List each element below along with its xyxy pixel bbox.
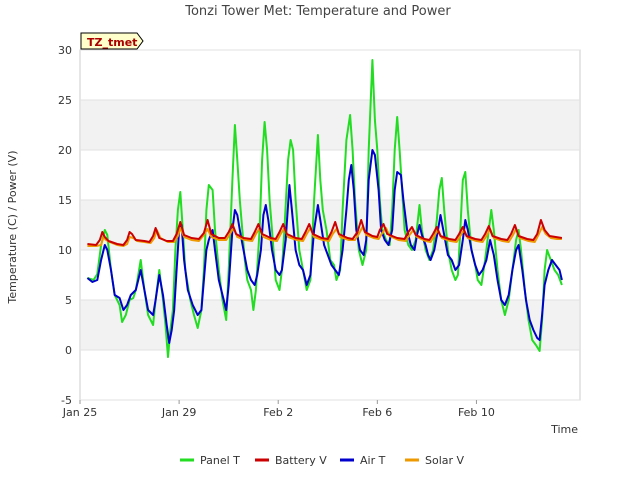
y-tick-label: 5 [65,294,72,307]
badge-label: TZ_tmet [87,36,137,49]
plot-band [81,200,579,250]
x-tick-label: Jan 29 [161,406,196,419]
legend: Panel T Battery V Air T Solar V [180,454,465,467]
series-line-air-t [86,149,563,344]
plot-band [81,100,579,150]
legend-label: Air T [360,454,386,467]
badge-shape [80,32,144,50]
x-axis-label: Time [550,423,578,436]
y-tick-label: 30 [58,44,72,57]
y-tick-label: 15 [58,194,72,207]
legend-label: Solar V [425,454,465,467]
legend-label: Panel T [200,454,240,467]
y-tick-label: 10 [58,244,72,257]
y-tick-label: 0 [65,344,72,357]
x-tick-label: Feb 2 [263,406,293,419]
legend-label: Battery V [275,454,327,467]
series-lines [86,59,563,358]
y-tick-label: 25 [58,94,72,107]
x-tick-label: Feb 6 [362,406,392,419]
gridlines [80,49,580,401]
series-line-battery-v [87,219,563,246]
x-tick-label: Jan 25 [62,406,97,419]
x-tick-label: Feb 10 [458,406,495,419]
y-tick-label: -5 [61,394,72,407]
y-tick-label: 20 [58,144,72,157]
y-axis-ticks: -5 0 5 10 15 20 25 30 [58,44,72,407]
chart-title: Tonzi Tower Met: Temperature and Power [184,4,451,19]
x-axis-ticks: Jan 25 Jan 29 Feb 2 Feb 6 Feb 10 [62,400,495,419]
y-axis-label: Temperature (C) / Power (V) [6,150,19,304]
series-line-panel-t [87,59,563,358]
tz-badge: TZ_tmet [80,32,144,50]
